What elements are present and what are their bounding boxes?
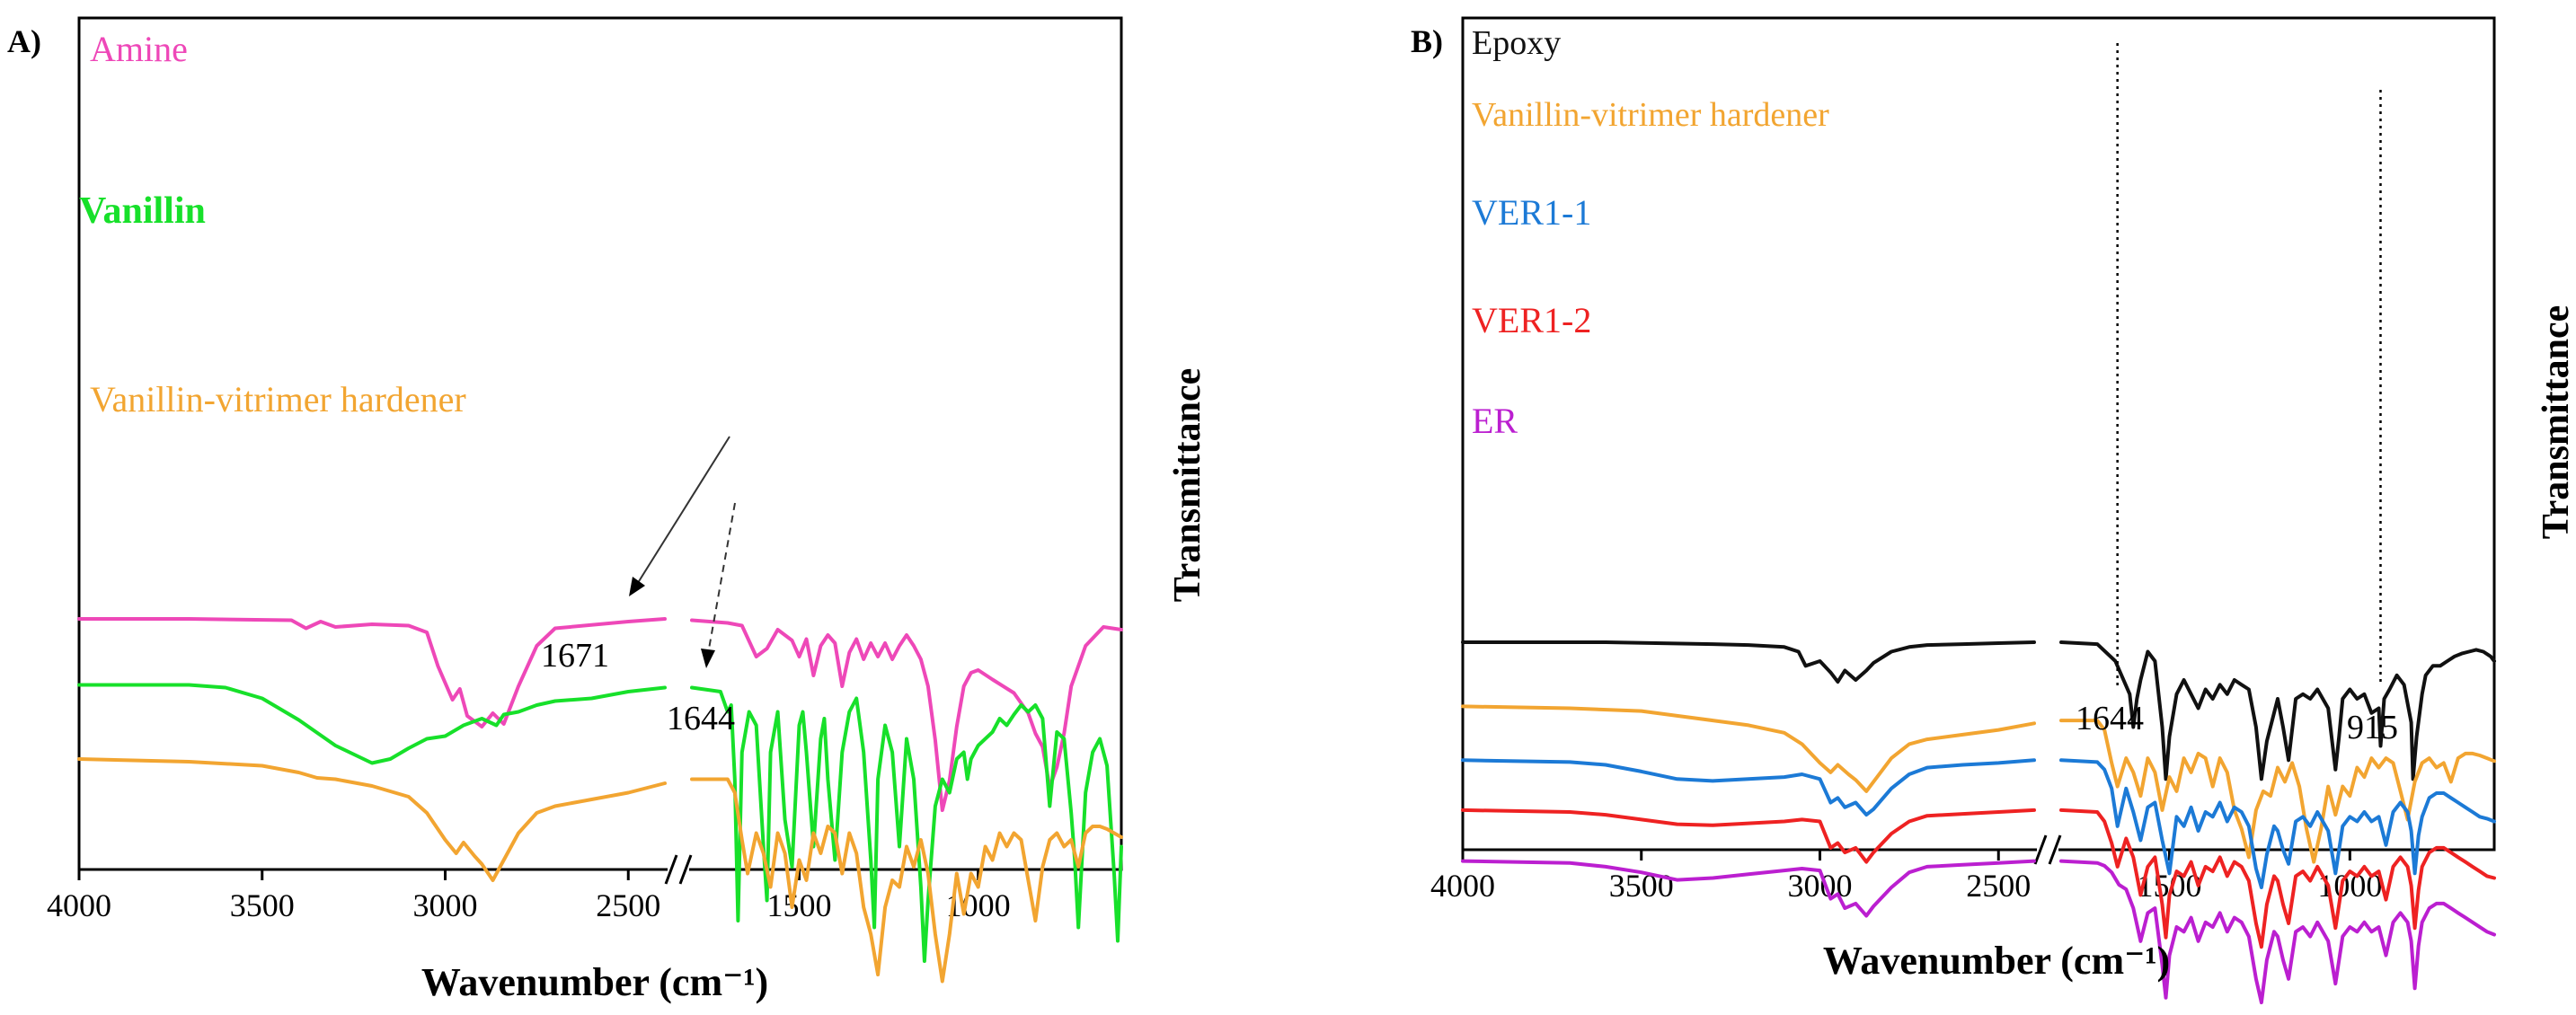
x-tick-label-b: 2500 xyxy=(1966,868,2031,904)
x-tick-label-a: 3000 xyxy=(413,887,478,923)
panel-a-label: A) xyxy=(7,23,41,59)
annotation-1644-a: 1644 xyxy=(667,700,735,737)
arrow-1671 xyxy=(635,436,730,587)
plot-frame-a xyxy=(77,16,1123,871)
x-axis-label-a: Wavenumber (cm⁻¹) xyxy=(421,960,768,1004)
axis-break-mark-a xyxy=(664,854,678,885)
series-line-a-0-right xyxy=(690,618,1123,812)
x-tick-label-a: 1500 xyxy=(767,887,832,923)
axis-break-mark-b xyxy=(2048,834,2062,865)
x-tick-label-a: 3500 xyxy=(230,887,295,923)
series-line-b-1-right xyxy=(2059,719,2496,864)
axis-break-mark-b xyxy=(2033,834,2048,865)
panel-b-label: B) xyxy=(1411,23,1443,59)
legend-ver12: VER1-2 xyxy=(1472,300,1591,340)
plot-area-b: 4000 3500 3000 2500 1500 1000 xyxy=(1430,16,2496,1005)
legend-hardener-b: Vanillin-vitrimer hardener xyxy=(1472,96,1829,134)
series-line-b-0-left xyxy=(1461,640,2036,684)
series-line-b-2-left xyxy=(1461,758,2036,817)
series-line-b-3-left xyxy=(1461,808,2036,864)
series-line-b-2-right xyxy=(2059,758,2496,889)
x-axis-label-b: Wavenumber (cm⁻¹) xyxy=(1823,939,2170,983)
x-tick-label-a: 1000 xyxy=(946,887,1011,923)
x-tick-label-b: 4000 xyxy=(1430,868,1495,904)
axis-break-mark-a xyxy=(678,854,693,885)
plot-area-a: 4000 3500 3000 2500 1500 1000 xyxy=(47,16,1123,984)
annotation-915: 915 xyxy=(2347,709,2398,746)
arrowhead-1644-a xyxy=(701,649,715,668)
series-line-a-0-left xyxy=(77,617,667,728)
legend-ver11: VER1-1 xyxy=(1472,192,1591,233)
series-line-b-0-right xyxy=(2059,640,2496,781)
x-tick-label-a: 4000 xyxy=(47,887,111,923)
series-line-b-1-left xyxy=(1461,704,2036,793)
series-line-a-1-right xyxy=(690,685,1123,963)
legend-vanillin: Vanillin xyxy=(79,190,206,232)
arrow-1644 xyxy=(707,502,736,655)
series-line-a-1-left xyxy=(77,683,667,765)
series-line-a-2-right xyxy=(690,777,1123,984)
legend-amine: Amine xyxy=(90,29,188,69)
panel-b: B) 4000 3500 3000 2500 1500 1000 Epoxy Vanill… xyxy=(1411,16,2576,1005)
annotation-1644-b: 1644 xyxy=(2076,700,2144,737)
series-line-b-4-right xyxy=(2059,859,2496,1005)
arrowhead-1671 xyxy=(629,577,645,596)
legend-epoxy: Epoxy xyxy=(1472,24,1561,62)
y-axis-label-b: Transmittance xyxy=(2536,305,2576,540)
plot-frame-b xyxy=(1461,16,2496,852)
panel-a: A) 4000 3500 3000 2500 1500 1000 Amine Vanill… xyxy=(7,16,1208,1004)
series-line-b-4-left xyxy=(1461,859,2036,918)
legend-hardener-a: Vanillin-vitrimer hardener xyxy=(90,379,466,419)
legend-er: ER xyxy=(1472,401,1518,441)
annotation-1671: 1671 xyxy=(541,637,609,675)
y-axis-label-a: Transmittance xyxy=(1167,368,1208,603)
x-tick-label-a: 2500 xyxy=(596,887,660,923)
series-line-a-2-left xyxy=(77,757,667,882)
series-line-b-3-right xyxy=(2059,808,2496,949)
